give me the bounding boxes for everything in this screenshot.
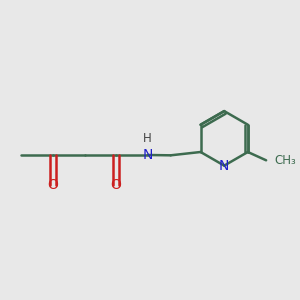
Text: H: H xyxy=(143,132,152,145)
Text: N: N xyxy=(219,159,230,172)
Text: CH₃: CH₃ xyxy=(274,154,296,167)
Text: O: O xyxy=(47,178,58,192)
Text: O: O xyxy=(111,178,122,192)
Text: N: N xyxy=(142,148,153,162)
